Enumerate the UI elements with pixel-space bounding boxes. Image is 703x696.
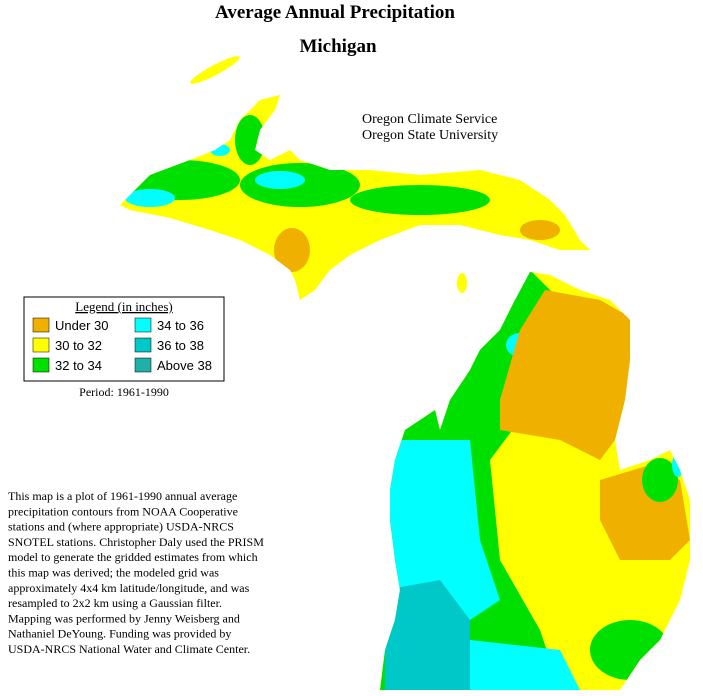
legend-label: 36 to 38 [157,338,204,353]
legend-title: Legend (in inches) [75,299,172,314]
region [672,453,684,477]
description-line: resampled to 2x2 km using a Gaussian fil… [8,596,222,610]
legend-swatch [134,337,152,353]
region [350,185,490,215]
legend-items: Under 30 30 to 32 32 to 34 34 to 36 36 to 38… [32,317,212,373]
region [255,171,305,189]
description-line: Nathaniel DeYoung. Funding was provided … [8,627,231,641]
region [210,144,230,156]
region [385,440,500,620]
legend-label: 30 to 32 [55,338,102,353]
legend-label: Above 38 [157,358,212,373]
legend-swatch [134,317,152,333]
upper-peninsula [120,95,590,300]
description-line: Mapping was performed by Jenny Weisberg … [8,611,240,625]
description: This map is a plot of 1961-1990 annual a… [8,489,264,656]
legend: Legend (in inches) Under 30 30 to 32 32 to… [23,296,225,382]
description-line: USDA-NRCS National Water and Climate Cen… [8,642,250,656]
description-line: stations and (where appropriate) USDA-NR… [8,520,234,534]
region [235,115,265,165]
region [642,458,678,502]
region [274,228,310,272]
subtitle: Michigan [299,36,376,57]
isle-royale [190,56,240,84]
lower-peninsula [380,272,690,690]
region [385,580,470,690]
legend-swatch [32,357,50,373]
legend-swatch [32,317,50,333]
legend-box [23,296,225,382]
legend-label: Under 30 [55,318,108,333]
island [457,273,467,293]
credit: Oregon Climate Service [362,112,497,127]
description-line: precipitation contours from NOAA Coopera… [8,504,238,518]
region [470,640,580,690]
legend-swatch [134,357,152,373]
region [520,220,560,240]
description-line: model to generate the gridded estimates … [8,550,258,564]
region [590,620,670,680]
legend-swatch [32,337,50,353]
region [500,290,635,460]
credit: Oregon State University [362,128,498,143]
description-line: This map is a plot of 1961-1990 annual a… [8,489,237,503]
legend-label: 32 to 34 [55,358,102,373]
region [125,189,175,207]
title: Average Annual Precipitation [215,2,455,23]
legend-label: 34 to 36 [157,318,204,333]
description-line: SNOTEL stations. Christopher Daly used t… [8,535,264,549]
description-line: this map was derived; the modeled grid w… [8,566,219,580]
period: Period: 1961-1990 [79,385,169,399]
description-line: approximately 4x4 km latitude/longitude,… [8,581,250,595]
